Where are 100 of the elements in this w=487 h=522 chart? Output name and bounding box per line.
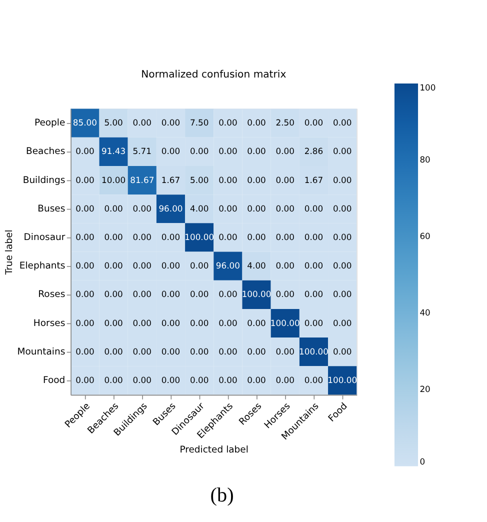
y-tick-label: Dinosaur (24, 232, 66, 243)
data-label: 0.00 (161, 146, 180, 156)
color-bar-label: 60 (420, 231, 430, 242)
data-label: 85.00 (72, 118, 97, 128)
data-label: 0.00 (276, 203, 294, 214)
data-label: 2.50 (276, 118, 294, 128)
data-label: 5.00 (190, 174, 209, 185)
data-label: 1.67 (161, 174, 180, 185)
data-label: 0.00 (247, 118, 266, 128)
data-label: 0.00 (276, 346, 294, 356)
data-label: 0.00 (332, 260, 352, 271)
data-label: 0.00 (304, 260, 324, 271)
data-label: 4.00 (247, 260, 266, 271)
data-label: 0.00 (304, 289, 324, 300)
data-label: 0.00 (161, 118, 180, 128)
data-label: 0.00 (190, 146, 209, 156)
data-label: 0.00 (218, 346, 238, 356)
data-label: 0.00 (276, 260, 294, 271)
data-label: 0.00 (332, 174, 352, 185)
y-tick-label: Buses (38, 203, 66, 214)
data-label: 0.00 (304, 232, 324, 242)
data-label: 0.00 (218, 203, 238, 214)
data-label: 0.00 (104, 318, 123, 328)
data-label: 100.00 (328, 374, 358, 385)
color-bar-label: 100 (420, 82, 436, 92)
data-label: 0.00 (132, 203, 152, 214)
data-label: 0.00 (161, 260, 180, 271)
data-label: 0.00 (76, 318, 94, 328)
data-label: 0.00 (132, 318, 152, 328)
data-label: 100.00 (270, 318, 300, 328)
data-label: 0.00 (332, 203, 352, 214)
data-label: 0.00 (247, 146, 266, 156)
color-bar-label: 80 (420, 154, 430, 165)
data-label: 0.00 (332, 146, 352, 156)
data-label: 0.00 (332, 318, 352, 328)
data-label: 0.00 (161, 346, 180, 356)
y-tick-label: Food (43, 374, 66, 386)
data-label: 0.00 (161, 289, 180, 300)
data-label: 0.00 (132, 232, 152, 242)
y-tick-label: People (34, 118, 66, 129)
data-label: 0.00 (76, 146, 94, 156)
data-label: 0.00 (276, 232, 294, 242)
data-label: 100.00 (184, 232, 214, 242)
data-label: 5.00 (104, 118, 123, 128)
data-label: 0.00 (218, 232, 238, 242)
data-label: 0.00 (76, 203, 94, 214)
data-label: 0.00 (132, 118, 152, 128)
x-axis-title: Predicted label (180, 444, 248, 456)
data-label: 0.00 (247, 374, 266, 385)
data-label: 0.00 (104, 289, 123, 300)
data-label: 0.00 (76, 260, 94, 271)
data-label: 0.00 (276, 174, 294, 185)
data-label: 96.00 (158, 203, 183, 214)
color-bar-label: 0 (420, 456, 426, 467)
data-label: 0.00 (247, 203, 266, 214)
data-label: 0.00 (161, 374, 180, 385)
y-axis-title: True label (4, 230, 16, 276)
data-label: 0.00 (218, 318, 238, 328)
data-label: 0.00 (132, 260, 152, 271)
data-label: 91.43 (102, 146, 126, 156)
data-label: 0.00 (132, 374, 152, 385)
data-label: 0.00 (332, 346, 352, 356)
y-tick-label: Horses (33, 318, 66, 329)
data-label: 7.50 (190, 118, 209, 128)
data-label: 0.00 (332, 118, 352, 128)
data-label: 2.86 (304, 146, 324, 156)
data-label: 0.00 (218, 146, 238, 156)
data-label: 1.67 (304, 174, 324, 185)
data-label: 0.00 (76, 346, 94, 356)
data-label: 0.00 (218, 289, 238, 300)
data-label: 0.00 (332, 232, 352, 242)
data-label: 0.00 (104, 346, 123, 356)
y-tick-label: Roses (38, 289, 66, 300)
data-label: 0.00 (76, 174, 94, 185)
data-label: 100.00 (299, 346, 328, 356)
data-label: 4.00 (190, 203, 209, 214)
data-label: 0.00 (247, 232, 266, 242)
color-bar-label: 40 (420, 308, 430, 318)
data-label: 0.00 (218, 374, 238, 385)
data-label: 0.00 (218, 174, 238, 185)
data-label: 0.00 (190, 289, 209, 300)
data-label: 0.00 (304, 374, 324, 385)
data-label: 100.00 (242, 289, 272, 300)
data-label: 0.00 (247, 318, 266, 328)
data-label: 0.00 (276, 289, 294, 300)
data-label: 96.00 (216, 260, 240, 271)
data-label: 0.00 (104, 203, 123, 214)
color-bar-label: 20 (420, 384, 430, 394)
data-label: 0.00 (132, 289, 152, 300)
data-label: 0.00 (76, 232, 94, 242)
y-tick-label: Mountains (17, 346, 66, 358)
data-label: 0.00 (104, 260, 123, 271)
data-label: 0.00 (304, 118, 324, 128)
data-label: 0.00 (332, 289, 352, 300)
data-label: 0.00 (104, 374, 123, 385)
y-tick-label: Elephants (19, 260, 66, 272)
data-label: 0.00 (76, 289, 94, 300)
data-label: 0.00 (276, 374, 294, 385)
data-label: 0.00 (190, 318, 209, 328)
data-label: 0.00 (104, 232, 123, 242)
